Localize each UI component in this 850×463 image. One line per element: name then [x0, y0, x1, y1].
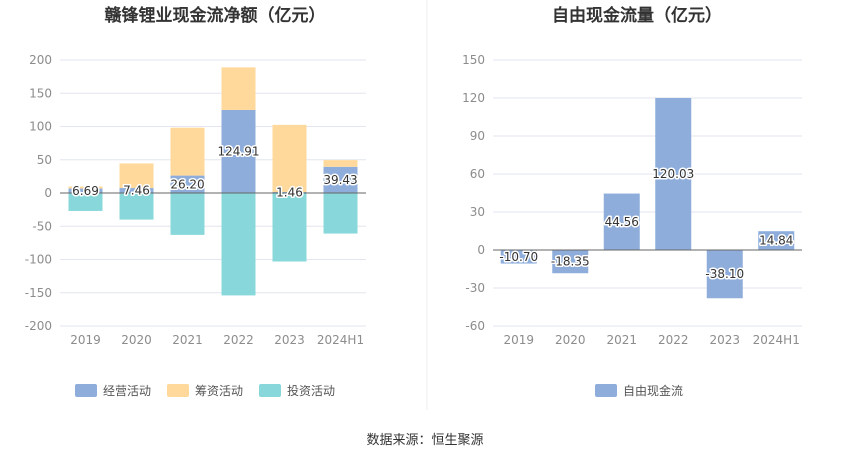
- right-y-tick-label: -30: [465, 281, 485, 295]
- left-x-tick-label: 2023: [274, 333, 305, 347]
- left-bar-financing: [119, 163, 154, 189]
- left-y-tick-label: -150: [25, 286, 52, 300]
- left-x-tick-label: 2020: [121, 333, 152, 347]
- right-data-label: 44.56: [605, 215, 639, 229]
- left-x-tick-label: 2024H1: [317, 333, 364, 347]
- left-legend-label: 筹资活动: [195, 384, 243, 398]
- right-y-tick-label: 0: [477, 243, 485, 257]
- left-bar-financing: [323, 160, 358, 167]
- left-bar-financing: [170, 127, 205, 176]
- left-y-tick-label: 200: [29, 53, 52, 67]
- left-bar-operating: [68, 188, 103, 193]
- left-data-label: 1.46: [276, 186, 303, 200]
- left-bar-operating: [170, 175, 205, 193]
- left-bar-financing: [221, 67, 256, 110]
- left-legend-swatch-financing: [167, 384, 189, 397]
- left-y-tick-label: -200: [25, 319, 52, 333]
- right-bar-fcf: [706, 250, 743, 299]
- right-data-label: 14.84: [759, 234, 793, 248]
- right-y-tick-label: 90: [470, 129, 485, 143]
- left-chart-title: 赣锋锂业现金流净额（亿元）: [105, 5, 326, 26]
- right-x-tick-label: 2024H1: [753, 333, 800, 347]
- left-bar-operating: [119, 188, 154, 193]
- left-bar-investing: [170, 193, 205, 235]
- right-data-label: -10.70: [499, 250, 538, 264]
- left-y-tick-label: -50: [32, 219, 52, 233]
- right-x-tick-label: 2019: [503, 333, 534, 347]
- right-y-tick-label: 150: [462, 53, 485, 67]
- right-data-label: 120.03: [652, 167, 694, 181]
- left-bar-investing: [221, 193, 256, 296]
- right-bar-fcf: [500, 250, 537, 264]
- left-y-tick-label: -100: [25, 253, 52, 267]
- right-y-tick-label: 30: [470, 205, 485, 219]
- left-bar-investing: [323, 193, 358, 234]
- right-data-label: -18.35: [551, 255, 590, 269]
- left-legend-swatch-investing: [259, 384, 281, 397]
- left-y-tick-label: 100: [29, 120, 52, 134]
- left-bar-financing: [272, 124, 307, 193]
- right-bar-fcf: [603, 193, 640, 250]
- right-y-tick-label: -60: [465, 319, 485, 333]
- left-bar-financing: [68, 186, 103, 189]
- right-x-tick-label: 2022: [658, 333, 689, 347]
- left-y-tick-label: 150: [29, 86, 52, 100]
- left-y-tick-label: 0: [44, 186, 52, 200]
- left-data-label: 6.69: [72, 184, 99, 198]
- left-bar-operating: [221, 109, 256, 193]
- right-bar-fcf: [552, 250, 589, 274]
- left-bar-investing: [68, 193, 103, 211]
- right-x-tick-label: 2021: [606, 333, 637, 347]
- right-chart-title: 自由现金流量（亿元）: [552, 5, 722, 26]
- left-x-tick-label: 2022: [223, 333, 254, 347]
- left-legend-swatch-operating: [75, 384, 97, 397]
- right-legend-label: 自由现金流: [623, 383, 683, 398]
- left-data-label: 124.91: [218, 144, 260, 158]
- left-y-tick-label: 50: [37, 153, 52, 167]
- right-data-label: -38.10: [705, 267, 744, 281]
- right-x-tick-label: 2020: [555, 333, 586, 347]
- right-y-tick-label: 120: [462, 91, 485, 105]
- left-x-tick-label: 2021: [172, 333, 203, 347]
- left-data-label: 26.20: [170, 177, 204, 191]
- right-bar-fcf: [655, 97, 692, 250]
- data-source-note: 数据来源：恒生聚源: [366, 433, 484, 448]
- right-legend-swatch-fcf: [595, 384, 617, 397]
- right-y-tick-label: 60: [470, 167, 485, 181]
- right-x-tick-label: 2023: [709, 333, 740, 347]
- left-bar-investing: [272, 193, 307, 262]
- left-x-tick-label: 2019: [70, 333, 101, 347]
- left-data-label: 39.43: [323, 173, 357, 187]
- left-bar-investing: [119, 193, 154, 220]
- right-bar-fcf: [758, 231, 795, 250]
- left-legend-label: 投资活动: [287, 383, 335, 398]
- left-data-label: 7.46: [123, 184, 150, 198]
- left-bar-operating: [323, 166, 358, 193]
- left-legend-label: 经营活动: [103, 384, 151, 398]
